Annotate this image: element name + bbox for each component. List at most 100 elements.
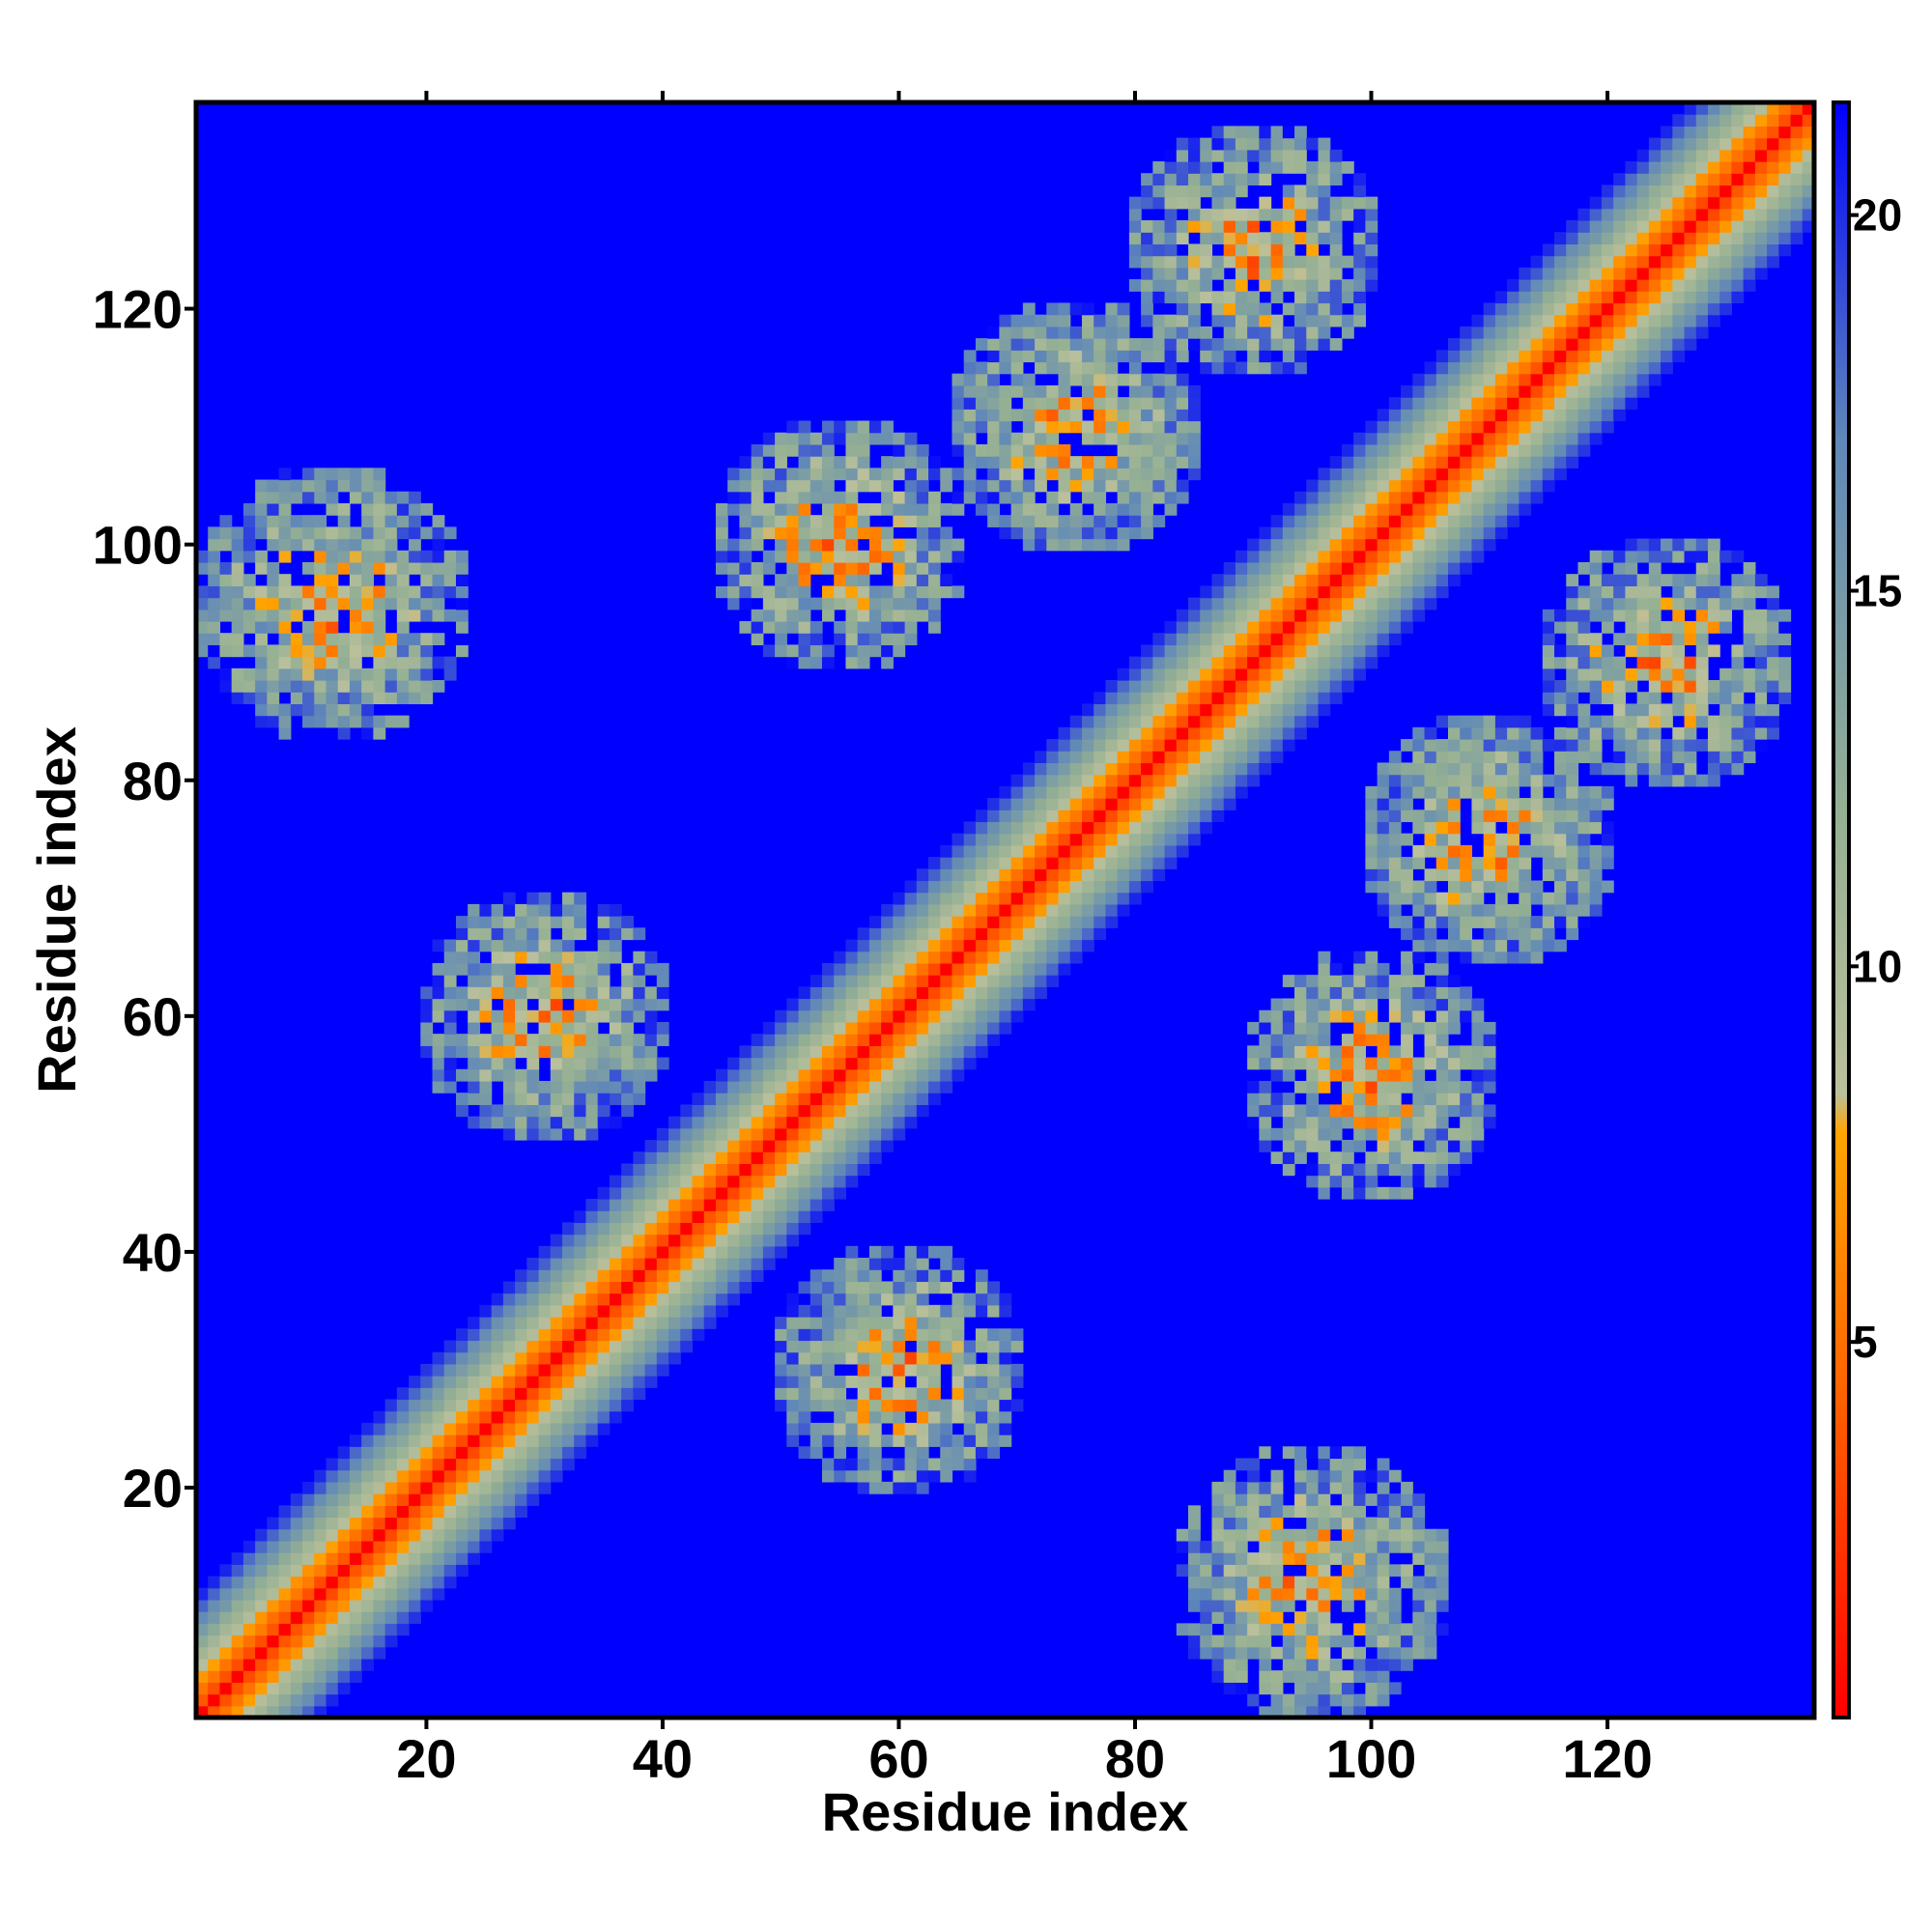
heatmap-cell xyxy=(1259,1104,1272,1118)
heatmap-cell xyxy=(1329,1576,1343,1589)
heatmap-cell xyxy=(1152,468,1166,481)
heatmap-cell xyxy=(904,1245,918,1259)
heatmap-cell xyxy=(349,550,362,563)
heatmap-cell xyxy=(502,1093,516,1105)
heatmap-cell xyxy=(550,1304,563,1318)
heatmap-cell xyxy=(1353,1517,1367,1530)
heatmap-cell xyxy=(1435,443,1449,457)
heatmap-cell xyxy=(1341,1576,1354,1589)
heatmap-cell xyxy=(845,656,859,669)
heatmap-cell xyxy=(1128,833,1142,846)
heatmap-cell xyxy=(1247,1693,1260,1707)
heatmap-cell xyxy=(1128,726,1142,740)
heatmap-cell xyxy=(644,1139,658,1152)
heatmap-cell xyxy=(562,1057,575,1070)
heatmap-cell xyxy=(1341,1670,1354,1683)
heatmap-cell xyxy=(1247,243,1260,257)
heatmap-cell xyxy=(1046,833,1060,846)
heatmap-cell xyxy=(1176,291,1189,304)
heatmap-cell xyxy=(952,502,965,516)
heatmap-cell xyxy=(396,585,410,599)
heatmap-cell xyxy=(1412,844,1426,858)
heatmap-cell xyxy=(798,1021,811,1035)
heatmap-cell xyxy=(1176,314,1189,327)
heatmap-cell xyxy=(963,1410,977,1424)
heatmap-cell xyxy=(349,1646,362,1660)
heatmap-cell xyxy=(786,1186,800,1200)
heatmap-cell xyxy=(893,1281,906,1294)
heatmap-cell xyxy=(409,644,421,658)
heatmap-cell xyxy=(290,644,303,658)
heatmap-cell xyxy=(585,1068,599,1082)
heatmap-cell xyxy=(999,962,1012,976)
heatmap-cell xyxy=(1294,620,1307,634)
heatmap-cell xyxy=(775,456,787,469)
heatmap-cell xyxy=(1176,432,1189,445)
heatmap-cell xyxy=(881,1340,894,1353)
heatmap-cell xyxy=(1318,1646,1331,1660)
heatmap-cell xyxy=(1247,1057,1260,1070)
heatmap-cell xyxy=(1081,751,1094,764)
heatmap-cell xyxy=(1164,208,1178,221)
heatmap-cell xyxy=(468,1446,481,1460)
heatmap-cell xyxy=(1353,1587,1367,1601)
heatmap-cell xyxy=(515,1387,527,1401)
heatmap-cell xyxy=(1435,844,1449,858)
heatmap-cell xyxy=(1235,267,1248,280)
heatmap-cell xyxy=(278,1634,292,1648)
heatmap-cell xyxy=(1282,1705,1295,1719)
heatmap-cell xyxy=(491,903,504,917)
heatmap-cell xyxy=(1223,774,1236,787)
heatmap-cell xyxy=(208,1693,221,1707)
heatmap-cell xyxy=(786,597,800,611)
heatmap-cell xyxy=(278,668,292,681)
heatmap-cell xyxy=(1365,1068,1378,1082)
heatmap-cell xyxy=(775,491,787,504)
heatmap-cell xyxy=(928,998,941,1011)
heatmap-cell xyxy=(963,975,977,987)
heatmap-cell xyxy=(314,1658,327,1671)
heatmap-cell xyxy=(420,1552,434,1565)
heatmap-cell xyxy=(314,550,327,563)
heatmap-cell xyxy=(1447,1127,1461,1141)
heatmap-cell xyxy=(597,1104,611,1118)
heatmap-cell xyxy=(1200,821,1213,835)
heatmap-cell xyxy=(479,1104,493,1118)
heatmap-cell xyxy=(1270,609,1284,622)
heatmap-cell xyxy=(1435,384,1449,398)
heatmap-cell xyxy=(609,1116,622,1129)
heatmap-cell xyxy=(644,1199,658,1211)
heatmap-cell xyxy=(396,633,410,645)
heatmap-cell xyxy=(502,1068,516,1082)
heatmap-cell xyxy=(762,1045,776,1059)
heatmap-cell xyxy=(975,868,988,882)
heatmap-cell xyxy=(739,1199,753,1211)
heatmap-cell xyxy=(810,1175,823,1188)
heatmap-cell xyxy=(1128,243,1142,257)
heatmap-cell xyxy=(1329,149,1343,162)
heatmap-cell xyxy=(314,479,327,493)
heatmap-cell xyxy=(952,1340,965,1353)
heatmap-cell xyxy=(479,1528,493,1542)
heatmap-cell xyxy=(798,1410,811,1424)
heatmap-cell xyxy=(904,975,918,987)
heatmap-cell xyxy=(1353,185,1367,198)
heatmap-cell xyxy=(609,1080,622,1094)
heatmap-cell xyxy=(526,1351,540,1365)
heatmap-cell xyxy=(1035,515,1047,527)
heatmap-cell xyxy=(775,585,787,599)
heatmap-cell xyxy=(1412,468,1426,481)
heatmap-cell xyxy=(881,538,894,552)
heatmap-cell xyxy=(1341,1587,1354,1601)
heatmap-cell xyxy=(468,1328,481,1342)
heatmap-cell xyxy=(609,1410,622,1424)
heatmap-cell xyxy=(916,1376,929,1388)
heatmap-cell xyxy=(1188,326,1201,339)
heatmap-cell xyxy=(834,1304,847,1318)
heatmap-cell xyxy=(373,726,386,740)
heatmap-cell xyxy=(916,609,929,622)
heatmap-cell xyxy=(455,916,469,928)
heatmap-cell xyxy=(538,1340,552,1353)
heatmap-cell xyxy=(1010,844,1024,858)
heatmap-cell xyxy=(1058,443,1071,457)
